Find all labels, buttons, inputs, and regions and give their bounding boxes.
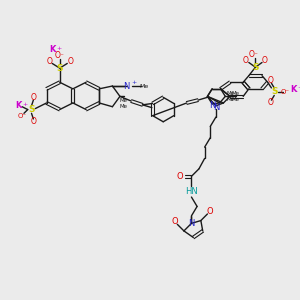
Text: O⁻: O⁻ <box>249 50 259 58</box>
Text: Me: Me <box>227 91 235 96</box>
Text: Me: Me <box>140 83 149 88</box>
Text: N: N <box>209 101 215 110</box>
Text: S: S <box>56 64 63 73</box>
Text: O: O <box>30 93 36 102</box>
Text: S: S <box>252 63 259 72</box>
Text: Me: Me <box>120 98 128 103</box>
Text: O: O <box>268 76 273 85</box>
Text: O: O <box>207 207 214 216</box>
Text: +: + <box>56 46 62 51</box>
Text: K: K <box>15 101 22 110</box>
Text: O: O <box>46 57 52 66</box>
Text: N: N <box>123 82 130 91</box>
Text: S: S <box>28 105 35 114</box>
Text: O: O <box>67 57 73 66</box>
Text: O⁻: O⁻ <box>281 89 290 95</box>
Text: N: N <box>188 219 195 228</box>
Text: S: S <box>271 87 278 96</box>
Text: O⁻: O⁻ <box>17 113 27 119</box>
Text: K: K <box>49 45 56 54</box>
Text: HN: HN <box>185 187 198 196</box>
Text: K: K <box>290 85 296 94</box>
Text: Me: Me <box>232 97 240 102</box>
Text: O: O <box>30 117 36 126</box>
Text: Me: Me <box>232 91 240 96</box>
Text: O: O <box>177 172 184 181</box>
Text: O⁻: O⁻ <box>55 51 65 60</box>
Text: O: O <box>171 217 178 226</box>
Text: Me: Me <box>120 104 128 109</box>
Text: +: + <box>297 85 300 90</box>
Text: O: O <box>262 56 268 65</box>
Text: +: + <box>131 80 137 85</box>
Text: O: O <box>268 98 273 107</box>
Text: O: O <box>243 56 249 65</box>
Text: N: N <box>213 103 219 112</box>
Text: Me: Me <box>227 97 235 102</box>
Text: +: + <box>22 102 28 107</box>
